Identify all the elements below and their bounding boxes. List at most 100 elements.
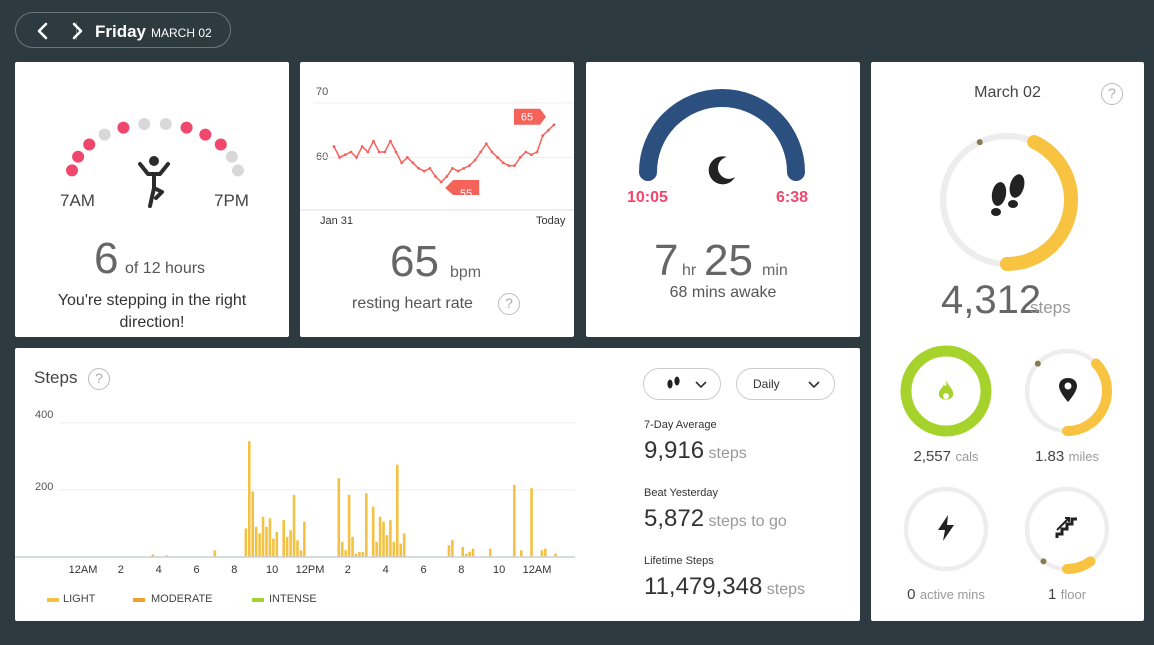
steps-bar-chart: 12AM 2 4 6 8 10 12PM 2 4 6 8 10 12AM — [15, 422, 575, 576]
sleep-end-time: 6:38 — [776, 189, 809, 206]
chevron-down-icon — [695, 381, 707, 389]
steps-bar — [254, 526, 258, 557]
sleep-start-time: 10:05 — [627, 189, 668, 206]
heart-rate-point — [411, 161, 415, 165]
heart-rate-point — [546, 128, 550, 132]
lightning-icon — [938, 515, 954, 541]
calories-ring[interactable] — [898, 343, 994, 439]
heart-rate-card[interactable]: 70 60 55 65 Jan 31 Today 65 bpm resting h… — [300, 62, 574, 337]
x-tick-label: 10 — [493, 564, 505, 576]
hourly-activity-card[interactable]: 7AM 7PM 6 of 12 hours You're stepping in… — [15, 62, 289, 337]
heart-rate-point — [496, 156, 499, 159]
heart-rate-point — [513, 164, 516, 168]
hour-dot — [117, 121, 130, 134]
hour-dot — [159, 118, 172, 131]
x-tick-label: 4 — [156, 564, 162, 576]
ring-endpoint — [976, 139, 983, 146]
steps-bar — [282, 520, 285, 557]
steps-bar — [303, 521, 306, 557]
active-minutes-value: 0 — [907, 586, 916, 603]
steps-bar — [351, 536, 354, 557]
steps-bar — [375, 541, 378, 557]
heart-rate-point — [490, 150, 494, 154]
heart-rate-point — [422, 169, 426, 173]
ring-track — [903, 486, 989, 572]
steps-help-icon[interactable]: ? — [88, 368, 110, 390]
ring-endpoint — [1040, 558, 1047, 565]
ring-progress — [900, 345, 992, 437]
steps-bar — [399, 543, 403, 557]
metric-dropdown[interactable] — [643, 368, 721, 400]
hour-dot — [225, 150, 238, 163]
flame-icon — [938, 380, 954, 400]
x-label-end: Today — [536, 215, 566, 227]
lifetime-value: 11,479,348 — [644, 573, 763, 600]
summary-date: March 02 — [974, 84, 1041, 101]
low-badge-text: 55 — [460, 188, 472, 200]
stick-figure-icon — [138, 156, 170, 208]
ring-endpoint — [1034, 360, 1041, 367]
floors-ring[interactable] — [1019, 481, 1115, 577]
hourly-message-line2: direction! — [119, 314, 185, 331]
heart-rate-point — [462, 166, 466, 170]
steps-ring[interactable] — [932, 125, 1082, 275]
heart-rate-point — [372, 139, 375, 143]
low-badge — [445, 180, 480, 195]
steps-bar — [292, 494, 296, 557]
sleep-card[interactable]: 10:05 6:38 7 hr 25 min 68 mins awake — [586, 62, 860, 337]
steps-bar — [544, 548, 547, 557]
active-minutes-ring[interactable] — [898, 481, 994, 577]
avg-label: 7-Day Average — [644, 419, 717, 431]
steps-bar — [285, 536, 289, 557]
steps-bar — [451, 540, 454, 557]
steps-bar — [251, 491, 255, 557]
floors-label: 1 floor — [1012, 586, 1122, 604]
prev-day-button[interactable] — [32, 20, 54, 42]
stairs-icon — [1055, 517, 1077, 538]
steps-bar — [554, 553, 557, 557]
x-tick-label: 8 — [231, 564, 237, 576]
high-badge-text: 65 — [521, 112, 533, 124]
steps-bar — [340, 541, 344, 557]
steps-bar — [344, 550, 347, 557]
distance-value: 1.83 — [1035, 448, 1065, 465]
heart-rate-point — [349, 150, 353, 154]
lifetime-unit: steps — [766, 581, 806, 598]
x-tick-label: 8 — [458, 564, 464, 576]
legend-moderate: MODERATE — [151, 593, 213, 605]
heart-rate-value: 65 — [390, 237, 439, 286]
end-time-label: 7PM — [214, 191, 249, 210]
floors-unit: floor — [1060, 587, 1087, 602]
heart-rate-point — [360, 145, 364, 148]
steps-bar — [337, 478, 341, 557]
hour-dot — [138, 118, 151, 131]
heart-rate-point — [530, 153, 533, 157]
steps-chart-title: Steps — [34, 368, 78, 387]
steps-bar — [265, 526, 268, 557]
steps-bar — [471, 548, 475, 557]
summary-help-icon[interactable]: ? — [1101, 83, 1123, 105]
period-dropdown[interactable]: Daily — [736, 368, 835, 400]
steps-bar — [402, 533, 406, 557]
daily-summary-card: March 02 ? 4,312 steps 2,557 cals 1.83 m… — [871, 62, 1144, 621]
steps-bar — [396, 464, 399, 557]
sleep-min-unit: min — [762, 262, 788, 279]
steps-bar — [468, 551, 471, 557]
heart-rate-point — [473, 158, 477, 162]
heart-rate-point — [389, 139, 392, 143]
steps-bar — [296, 540, 299, 557]
heart-rate-point — [501, 161, 505, 165]
heart-rate-point — [332, 145, 336, 148]
legend-intense: INTENSE — [269, 593, 317, 605]
distance-ring[interactable] — [1019, 343, 1115, 439]
steps-bar — [261, 516, 265, 557]
steps-unit: steps — [1030, 298, 1071, 317]
steps-bar — [447, 545, 451, 557]
steps-bar — [378, 516, 382, 557]
steps-bar — [530, 488, 533, 557]
heart-help-icon[interactable]: ? — [498, 293, 520, 315]
steps-bar — [268, 518, 272, 557]
hourly-message: You're stepping in the right direction! — [15, 290, 289, 334]
legend-swatch-moderate — [133, 598, 145, 602]
next-day-button[interactable] — [66, 20, 88, 42]
